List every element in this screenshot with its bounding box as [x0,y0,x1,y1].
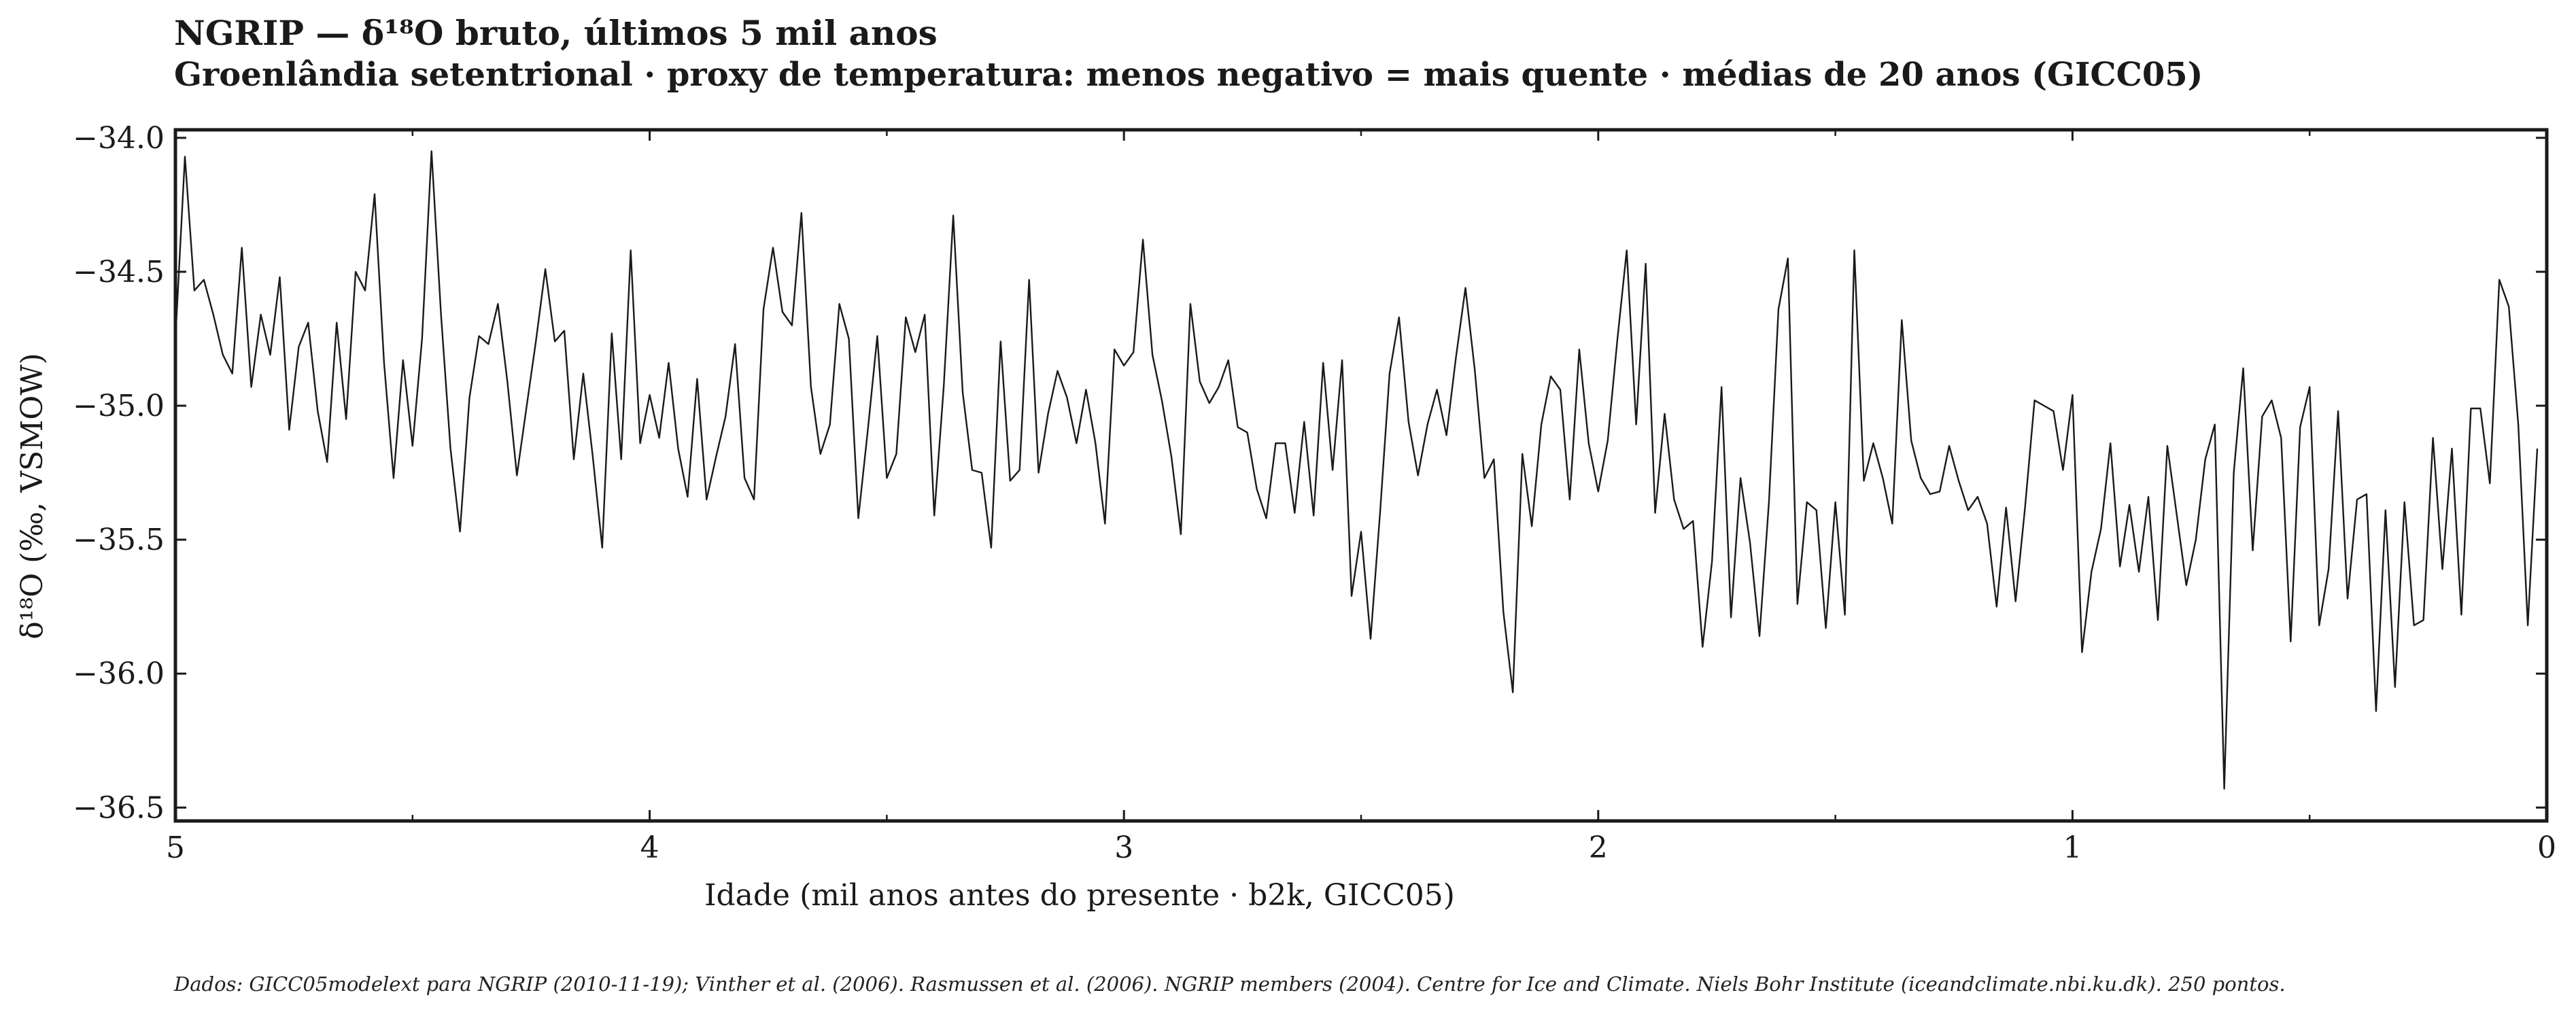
y-tick-label: −34.5 [73,255,165,290]
x-tick-label: 2 [1589,830,1608,865]
x-tick-label: 5 [166,830,185,865]
data-source-note: Dados: GICC05modelext para NGRIP (2010-1… [174,973,2286,996]
y-tick-label: −36.5 [73,790,165,825]
x-tick-label: 0 [2537,830,2556,865]
x-axis-label: Idade (mil anos antes do presente · b2k,… [704,878,1455,913]
labels-layer: 5 4 3 2 1 0 −34.0 −34.5 −35.0 −35.5 −36.0 −36.5 [73,121,2556,865]
y-tick-label: −35.0 [73,389,165,423]
y-tick-label: −36.0 [73,656,165,691]
chart-subtitle: Groenlândia setentrional · proxy de temp… [174,56,2203,94]
ticks-layer [174,130,2548,821]
x-tick-label: 1 [2063,830,2082,865]
x-tick-label: 3 [1114,830,1133,865]
chart-title: NGRIP — δ¹⁸O bruto, últimos 5 mil anos [174,13,938,53]
y-tick-label: −34.0 [73,121,165,156]
x-tick-label: 4 [640,830,659,865]
plot-frame [173,128,2549,823]
y-axis-label: δ¹⁸O (‰, VSMOW) [15,353,50,639]
series-line-d18o [174,150,2539,790]
y-tick-label: −35.5 [73,523,165,557]
